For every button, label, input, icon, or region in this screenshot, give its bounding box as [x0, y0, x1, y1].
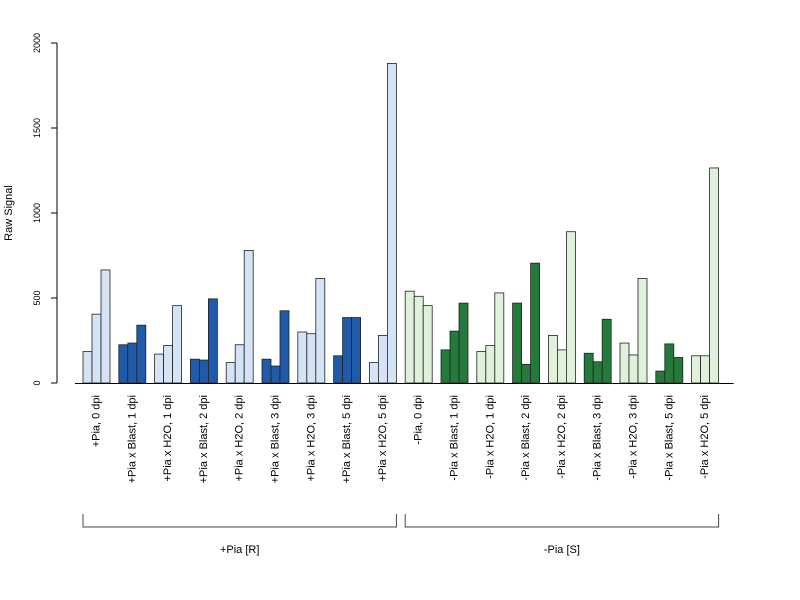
- bar: [655, 370, 666, 384]
- bar: [566, 231, 576, 384]
- bar: [154, 353, 165, 384]
- bar: [315, 278, 326, 384]
- bar: [261, 358, 272, 384]
- x-tick-label: +Pia x H2O, 1 dpi: [162, 395, 174, 482]
- x-tick-label: -Pia x H2O, 1 dpi: [484, 395, 496, 479]
- bar: [476, 351, 487, 384]
- bar: [458, 302, 469, 384]
- bar: [172, 305, 183, 384]
- bar: [207, 298, 218, 384]
- x-tick-label: +Pia x H2O, 5 dpi: [377, 395, 389, 482]
- bar: [619, 342, 630, 384]
- bar: [709, 167, 719, 384]
- bar: [557, 349, 567, 384]
- bar: [548, 334, 558, 384]
- bar: [377, 334, 388, 384]
- bar: [583, 352, 594, 384]
- x-tick-label: +Pia x Blast, 5 dpi: [341, 395, 353, 483]
- bar: [601, 318, 612, 384]
- bar: [100, 269, 111, 384]
- group-label: -Pia [S]: [544, 544, 580, 556]
- bar: [404, 290, 415, 384]
- x-tick-label: +Pia, 0 dpi: [91, 395, 103, 447]
- bar: [91, 313, 102, 384]
- bar: [628, 354, 639, 384]
- bar: [530, 262, 540, 384]
- x-tick-label: -Pia x Blast, 3 dpi: [592, 395, 604, 481]
- bar: [297, 331, 308, 384]
- x-tick-label: +Pia x H2O, 2 dpi: [234, 395, 246, 482]
- bar: [163, 345, 174, 384]
- y-tick-label: 1500: [32, 118, 42, 138]
- group-bracket: [404, 514, 720, 528]
- x-tick-label: +Pia x Blast, 3 dpi: [270, 395, 282, 483]
- bar: [637, 278, 648, 384]
- x-tick-label: -Pia x Blast, 2 dpi: [520, 395, 532, 481]
- bar: [664, 343, 675, 384]
- x-tick-label: -Pia x Blast, 5 dpi: [663, 395, 675, 481]
- bar: [243, 249, 254, 384]
- bar: [368, 362, 379, 384]
- bar: [82, 351, 93, 384]
- bar: [386, 63, 397, 384]
- group-label: +Pia [R]: [220, 544, 259, 556]
- x-tick-label: -Pia, 0 dpi: [413, 395, 425, 445]
- y-tick-label: 500: [32, 290, 42, 305]
- bar: [673, 357, 684, 384]
- bar: [485, 345, 496, 384]
- x-tick-label: -Pia x H2O, 3 dpi: [628, 395, 640, 479]
- group-bracket: [82, 514, 397, 528]
- bar: [691, 355, 701, 384]
- bar: [413, 295, 424, 384]
- bars: [82, 63, 719, 384]
- bar: [189, 358, 200, 384]
- y-axis: 0 500 1000 1500 2000: [32, 33, 58, 386]
- bar: [440, 349, 451, 384]
- bar: [592, 361, 603, 384]
- bar: [333, 355, 344, 384]
- x-tick-labels: +Pia, 0 dpi +Pia x Blast, 1 dpi +Pia x H2O…: [91, 395, 712, 483]
- bar: [422, 305, 433, 384]
- bar: [449, 330, 460, 384]
- y-tick-label: 2000: [32, 33, 42, 53]
- bar: [234, 344, 245, 384]
- x-tick-label: -Pia x Blast, 1 dpi: [449, 395, 461, 481]
- x-tick-label: -Pia x H2O, 5 dpi: [699, 395, 711, 479]
- bar: [279, 310, 290, 384]
- bar: [494, 292, 505, 384]
- bar: [700, 355, 710, 384]
- y-tick-label: 1000: [32, 203, 42, 223]
- bar: [342, 317, 353, 384]
- y-tick-label: 0: [32, 380, 42, 385]
- y-axis-label: Raw Signal: [3, 185, 15, 241]
- bar: [136, 324, 147, 384]
- x-tick-label: -Pia x H2O, 2 dpi: [556, 395, 568, 479]
- bar: [351, 317, 362, 384]
- bar: [118, 344, 129, 384]
- bar: [127, 342, 138, 384]
- bar: [512, 302, 522, 384]
- x-tick-label: +Pia x Blast, 1 dpi: [126, 395, 138, 483]
- x-tick-label: +Pia x H2O, 3 dpi: [305, 395, 317, 482]
- x-tick-label: +Pia x Blast, 2 dpi: [198, 395, 210, 483]
- bar: [198, 359, 209, 384]
- bar: [306, 333, 317, 384]
- group-brackets: +Pia [R] -Pia [S]: [82, 514, 720, 556]
- bar: [225, 362, 236, 384]
- bar: [270, 365, 281, 384]
- bar: [521, 363, 531, 384]
